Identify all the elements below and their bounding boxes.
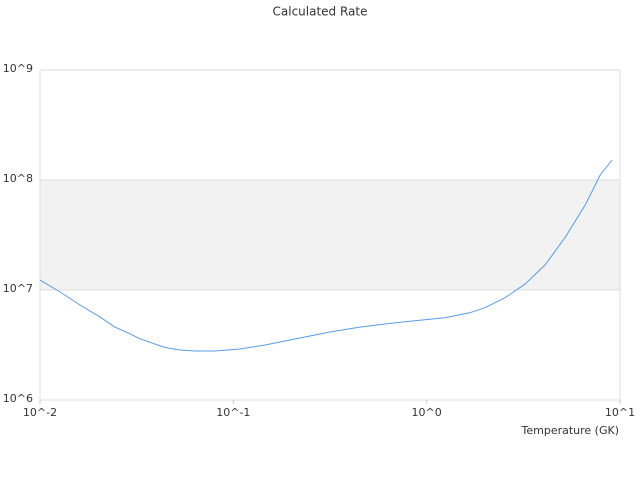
y-tick-label: 10^7 [3,282,33,295]
line [39,159,613,352]
x-tick-label: 10^0 [412,406,442,419]
band [40,180,620,290]
x-tick-label: 10^-1 [216,406,250,419]
y-tick-label: 10^6 [3,392,33,405]
y-tick-label: 10^8 [3,172,33,185]
x-axis-label: Temperature (GK) [521,424,620,437]
x-tick-label: 10^1 [605,406,635,419]
x-tick-label: 10^-2 [23,406,57,419]
chart-title: Calculated Rate [273,5,368,19]
y-tick-label: 10^9 [3,62,33,75]
